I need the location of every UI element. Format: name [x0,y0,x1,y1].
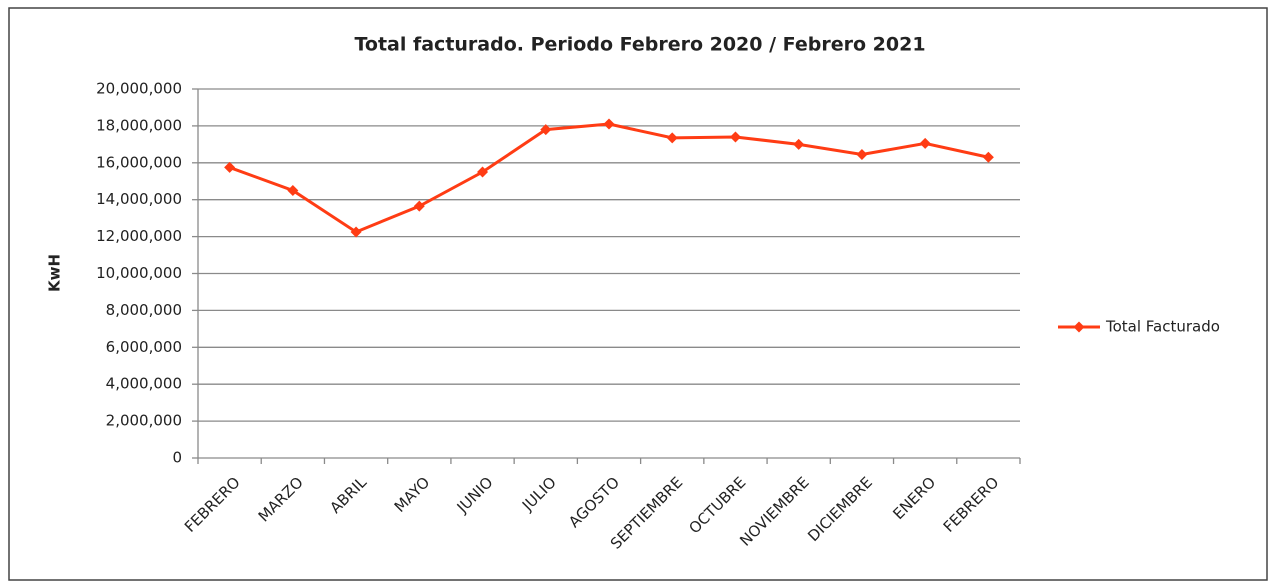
y-tick-label: 0 [172,449,182,467]
data-point [287,184,299,196]
data-point [919,137,931,149]
y-tick-label: 4,000,000 [106,375,182,393]
y-tick-label: 8,000,000 [106,301,182,319]
y-tick-label: 6,000,000 [106,338,182,356]
data-point [793,138,805,150]
y-tick-label: 10,000,000 [96,264,182,282]
data-point [224,161,236,173]
chart-border [8,7,1268,581]
y-tick-label: 20,000,000 [96,80,182,98]
y-tick-label: 18,000,000 [96,116,182,134]
chart-title: Total facturado. Periodo Febrero 2020 / … [354,34,925,56]
y-tick-label: 14,000,000 [96,190,182,208]
y-tick-label: 16,000,000 [96,153,182,171]
y-tick-label: 12,000,000 [96,227,182,245]
y-tick-label: 2,000,000 [106,412,182,430]
data-point [666,132,678,144]
data-point [413,200,425,212]
data-point [477,166,489,178]
data-point [856,148,868,160]
data-point [603,118,615,130]
data-point [540,124,552,136]
data-point [729,131,741,143]
legend-label: Total Facturado [1105,318,1220,336]
y-axis-label: KwH [46,254,64,292]
legend-marker [1073,321,1085,333]
data-point [350,226,362,238]
data-point [982,151,994,163]
